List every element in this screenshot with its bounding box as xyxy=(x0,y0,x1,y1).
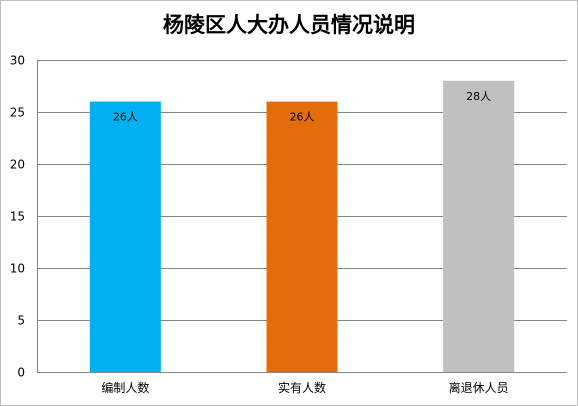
chart-title: 杨陵区人大办人员情况说明 xyxy=(163,13,415,37)
y-tick-label: 30 xyxy=(10,54,25,68)
bar xyxy=(266,101,338,372)
data-label: 26人 xyxy=(113,111,138,124)
y-tick-label: 25 xyxy=(10,106,25,120)
bar xyxy=(89,101,161,372)
y-tick-label: 5 xyxy=(17,314,25,328)
y-tick-label: 10 xyxy=(10,262,25,276)
bar xyxy=(443,80,515,373)
data-label: 28人 xyxy=(466,90,491,103)
x-category-label: 实有人数 xyxy=(278,380,326,395)
y-tick-label: 0 xyxy=(17,366,25,380)
y-tick-label: 15 xyxy=(10,210,25,224)
data-label: 26人 xyxy=(290,111,315,124)
x-category-label: 离退休人员 xyxy=(449,380,509,395)
y-tick-label: 20 xyxy=(10,158,25,172)
x-category-label: 编制人数 xyxy=(101,380,149,395)
